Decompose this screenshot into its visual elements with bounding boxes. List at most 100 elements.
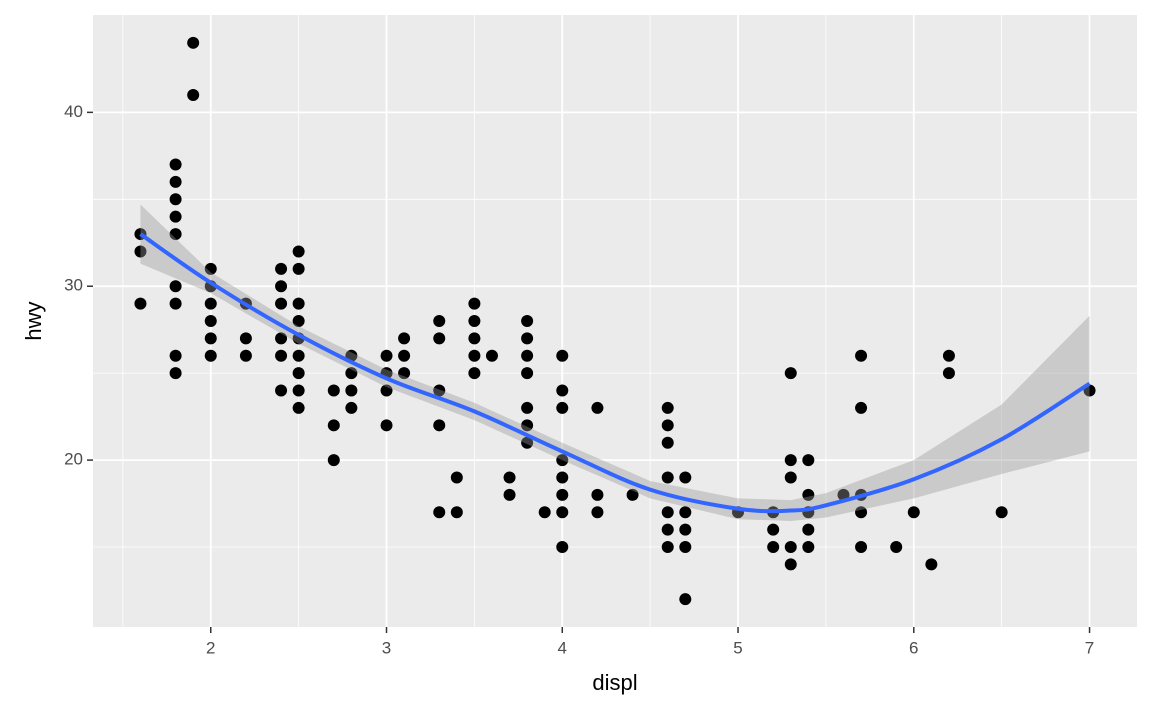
y-tick-label: 40 (64, 102, 83, 121)
point (169, 158, 182, 171)
point (292, 262, 305, 275)
point (398, 349, 411, 362)
point (521, 332, 534, 345)
point (169, 175, 182, 188)
point (995, 506, 1008, 519)
point (134, 245, 147, 258)
point (661, 541, 674, 554)
point (450, 506, 463, 519)
point (468, 349, 481, 362)
point (169, 210, 182, 223)
point (468, 315, 481, 327)
point (661, 419, 674, 432)
point (468, 367, 481, 380)
point (187, 36, 200, 49)
point (433, 419, 446, 432)
point (275, 280, 288, 293)
y-axis-title: hwy (21, 301, 46, 340)
point (767, 523, 780, 536)
point (661, 436, 674, 449)
x-tick-label: 4 (558, 638, 567, 657)
point (275, 349, 288, 362)
point (802, 541, 815, 554)
x-tick-label: 6 (909, 638, 918, 657)
point (239, 332, 252, 345)
point (275, 332, 288, 345)
x-tick-label: 5 (733, 638, 742, 657)
point (345, 367, 358, 380)
point (327, 384, 340, 397)
point (275, 384, 288, 397)
point (556, 384, 569, 397)
point (679, 471, 692, 484)
point (433, 315, 446, 327)
point (556, 349, 569, 362)
point (380, 419, 393, 432)
point (292, 349, 305, 362)
point (907, 506, 920, 519)
point (275, 297, 288, 310)
point (327, 454, 340, 467)
point (802, 488, 815, 501)
point (679, 541, 692, 554)
point (626, 488, 639, 501)
point (855, 349, 868, 362)
point (556, 541, 569, 554)
point (433, 384, 446, 397)
point (521, 315, 534, 327)
point (134, 297, 147, 310)
point (485, 349, 498, 362)
smooth-line (139, 232, 1091, 514)
point (433, 506, 446, 519)
point (169, 228, 182, 241)
point (538, 506, 551, 519)
point (784, 558, 797, 571)
point (292, 384, 305, 397)
point (380, 349, 393, 362)
point (942, 367, 955, 380)
point (556, 454, 569, 467)
point (556, 471, 569, 484)
point (398, 332, 411, 345)
point (942, 349, 955, 362)
point (292, 367, 305, 380)
point (169, 280, 182, 293)
point (661, 523, 674, 536)
point (450, 471, 463, 484)
point (925, 558, 938, 571)
point (169, 297, 182, 310)
x-tick-label: 2 (206, 638, 215, 657)
point (521, 367, 534, 380)
point (661, 401, 674, 414)
point (679, 593, 692, 606)
point (204, 349, 217, 362)
point (292, 401, 305, 414)
point (292, 245, 305, 258)
point (855, 541, 868, 554)
point (345, 401, 358, 414)
point (661, 471, 674, 484)
point (292, 315, 305, 327)
point (890, 541, 903, 554)
point (345, 384, 358, 397)
point (292, 297, 305, 310)
point (275, 262, 288, 275)
point (521, 419, 534, 432)
point (679, 506, 692, 519)
point (187, 88, 200, 101)
point (468, 332, 481, 345)
point (169, 349, 182, 362)
point (802, 523, 815, 536)
point (380, 384, 393, 397)
point (784, 367, 797, 380)
point (204, 315, 217, 327)
x-axis-title: displ (592, 670, 637, 695)
point (784, 471, 797, 484)
point (784, 541, 797, 554)
point (556, 488, 569, 501)
point (802, 454, 815, 467)
point (433, 332, 446, 345)
point (784, 454, 797, 467)
point (327, 419, 340, 432)
